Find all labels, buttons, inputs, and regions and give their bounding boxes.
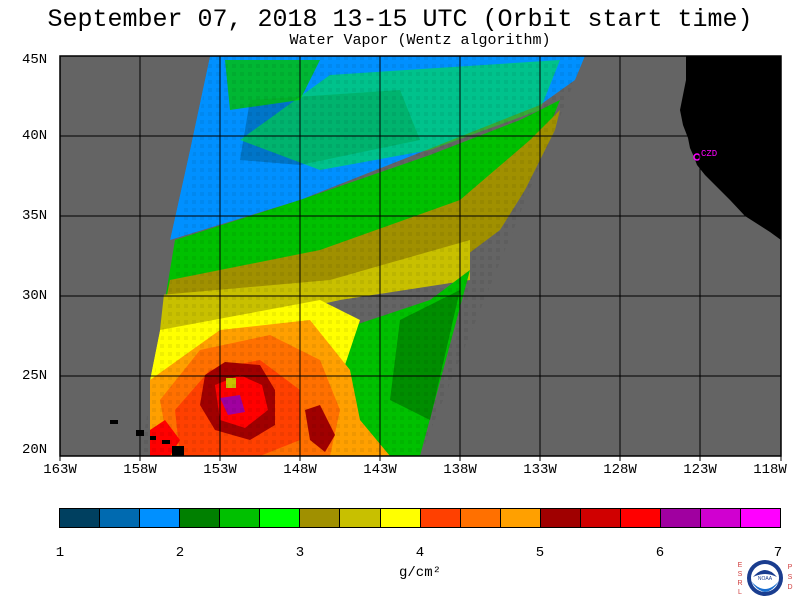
no-data-west — [60, 56, 210, 456]
lon-label-133w: 133W — [523, 462, 557, 478]
lon-label-143w: 143W — [363, 462, 397, 478]
lon-label-118w: 118W — [753, 462, 787, 478]
colorbar-tick-3: 3 — [295, 545, 305, 561]
colorbar-swatch — [620, 509, 661, 527]
lat-label-25n: 25N — [22, 368, 48, 384]
lon-label-128w: 128W — [603, 462, 637, 478]
colorbar — [59, 508, 781, 528]
lat-label-45n: 45N — [22, 52, 48, 68]
island — [150, 436, 156, 440]
colorbar-swatch — [420, 509, 461, 527]
lon-label-163w: 163W — [43, 462, 77, 478]
page-title: September 07, 2018 13-15 UTC (Orbit star… — [47, 5, 753, 34]
colorbar-swatch — [500, 509, 541, 527]
lon-ticks — [59, 456, 782, 461]
colorbar-tick-2: 2 — [175, 545, 185, 561]
no-data-east — [420, 56, 781, 456]
island — [162, 440, 170, 444]
colorbar-swatch — [580, 509, 621, 527]
colorbar-swatch — [60, 509, 101, 527]
colorbar-swatch — [701, 509, 742, 527]
colorbar-swatch — [741, 509, 781, 527]
island — [172, 446, 184, 456]
colorbar-swatch — [540, 509, 581, 527]
logo-center-text: NOAA — [758, 576, 773, 582]
colorbar-swatch — [340, 509, 381, 527]
lat-label-40n: 40N — [22, 128, 48, 144]
colorbar-swatch — [100, 509, 141, 527]
lon-label-138w: 138W — [443, 462, 477, 478]
colorbar-swatch — [140, 509, 181, 527]
lon-label-158w: 158W — [123, 462, 157, 478]
north-america-land — [680, 56, 781, 240]
colorbar-tick-6: 6 — [655, 545, 665, 561]
colorbar-tick-1: 1 — [55, 545, 65, 561]
colorbar-swatch — [220, 509, 261, 527]
colorbar-swatch — [300, 509, 341, 527]
graticule — [60, 56, 781, 456]
map-frame — [59, 55, 782, 457]
lat-label-30n: 30N — [22, 288, 48, 304]
lat-label-20n: 20N — [22, 442, 48, 458]
colorbar-swatch — [260, 509, 301, 527]
colorbar-tick-4: 4 — [415, 545, 425, 561]
colorbar-swatch — [180, 509, 221, 527]
lon-label-123w: 123W — [683, 462, 717, 478]
lon-label-148w: 148W — [283, 462, 317, 478]
lat-label-35n: 35N — [22, 208, 48, 224]
page-subtitle: Water Vapor (Wentz algorithm) — [289, 32, 551, 49]
lon-label-153w: 153W — [203, 462, 237, 478]
colorbar-tick-5: 5 — [535, 545, 545, 561]
colorbar-swatch — [660, 509, 701, 527]
station-label-czd: CZD — [701, 149, 717, 159]
colorbar-swatch — [460, 509, 501, 527]
colorbar-tick-7: 7 — [773, 545, 783, 561]
colorbar-units: g/cm² — [398, 565, 441, 581]
island — [110, 420, 118, 424]
colorbar-swatch — [380, 509, 421, 527]
